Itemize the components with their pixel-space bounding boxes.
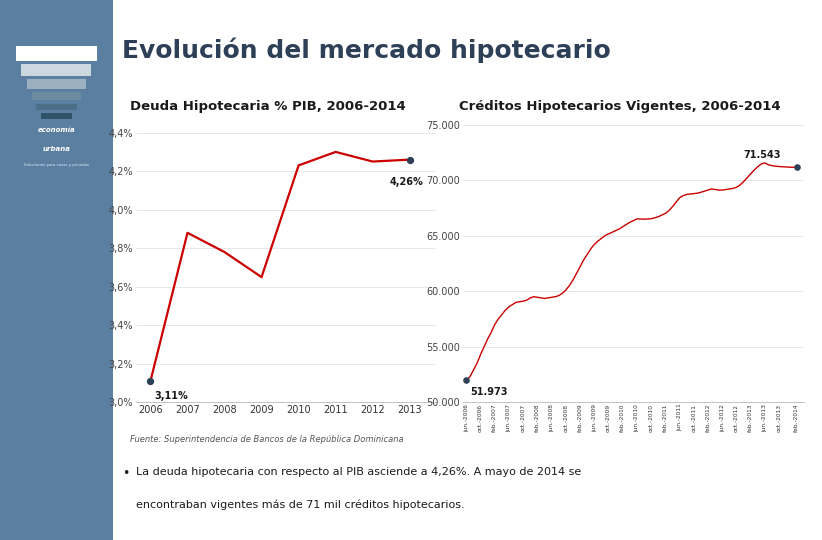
- Point: [403, 156, 416, 164]
- Text: Deuda Hipotecaria % PIB, 2006-2014: Deuda Hipotecaria % PIB, 2006-2014: [130, 100, 405, 113]
- Bar: [16, 46, 97, 61]
- Text: La deuda hipotecaria con respecto al PIB asciende a 4,26%. A mayo de 2014 se: La deuda hipotecaria con respecto al PIB…: [136, 467, 581, 477]
- Bar: [40, 113, 72, 119]
- Text: encontraban vigentes más de 71 mil créditos hipotecarios.: encontraban vigentes más de 71 mil crédi…: [136, 500, 464, 510]
- Text: Créditos Hipotecarios Vigentes, 2006-2014: Créditos Hipotecarios Vigentes, 2006-201…: [459, 100, 780, 113]
- Text: 4,26%: 4,26%: [390, 177, 423, 187]
- Point: [459, 376, 473, 384]
- Bar: [36, 104, 76, 110]
- Text: Evolución del mercado hipotecario: Evolución del mercado hipotecario: [122, 38, 611, 63]
- Text: Fuente: Superintendencia de Bancos de la República Dominicana: Fuente: Superintendencia de Bancos de la…: [130, 435, 404, 444]
- Text: 51.973: 51.973: [470, 387, 507, 397]
- Bar: [21, 64, 91, 76]
- Text: economía: economía: [38, 127, 75, 133]
- Text: •: •: [122, 467, 129, 480]
- Text: Soluciones para casas y privadas: Soluciones para casas y privadas: [24, 163, 89, 166]
- Point: [790, 163, 803, 171]
- Text: 71.543: 71.543: [744, 150, 781, 160]
- Point: [144, 377, 157, 386]
- Bar: [27, 79, 85, 89]
- Bar: [31, 92, 81, 100]
- Text: 3,11%: 3,11%: [155, 391, 188, 401]
- Text: urbana: urbana: [42, 146, 71, 152]
